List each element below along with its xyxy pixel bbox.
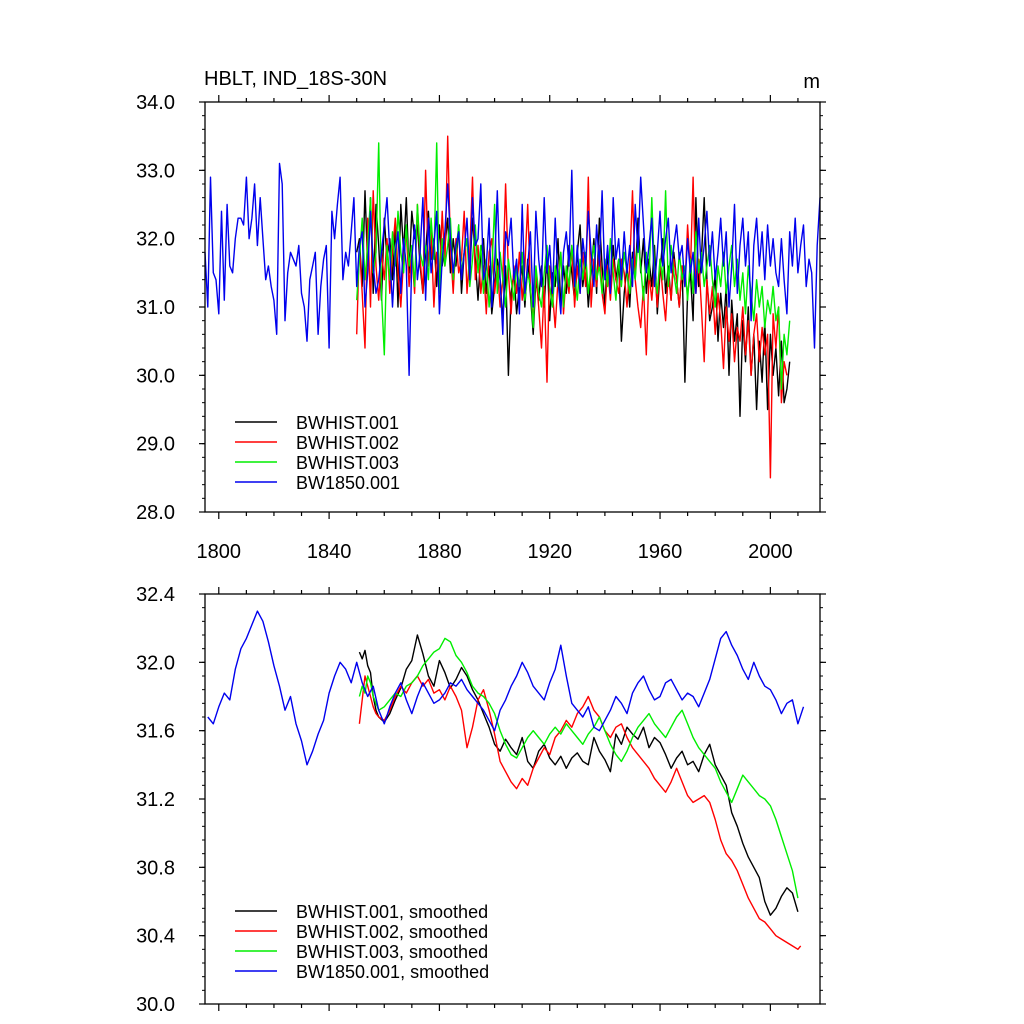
bottom-legend-label: BWHIST.002, smoothed	[296, 922, 488, 942]
top-series-line	[204, 162, 821, 376]
bottom-panel: 30.0 30.4 30.8 31.2 31.6 32.0 32.4 BWHIST.001,…	[136, 584, 826, 1016]
top-xtick-label: 2000	[748, 541, 793, 563]
top-series-lines	[204, 135, 821, 479]
top-axis-ticks: 28.0 29.0 30.0 31.0 32.0 33.0 34.0 1800 1840 1880…	[136, 92, 826, 563]
top-legend-label: BW1850.001	[296, 473, 400, 493]
top-legend-label: BWHIST.003	[296, 453, 399, 473]
bottom-ytick-label: 30.0	[136, 994, 175, 1016]
top-legend-label: BWHIST.002	[296, 433, 399, 453]
top-xtick-label: 1920	[527, 541, 572, 563]
top-ytick-label: 31.0	[136, 297, 175, 319]
bottom-ytick-label: 31.6	[136, 721, 175, 743]
bottom-ytick-label: 30.4	[136, 926, 175, 948]
top-panel-units: m	[803, 71, 820, 93]
top-panel-title: HBLT, IND_18S-30N	[204, 68, 387, 90]
bottom-series-line	[358, 634, 799, 916]
bottom-series-line	[207, 610, 805, 766]
bottom-ytick-label: 32.0	[136, 652, 175, 674]
bottom-ytick-label: 30.8	[136, 857, 175, 879]
bottom-legend-label: BWHIST.003, smoothed	[296, 942, 488, 962]
bottom-plot-frame	[204, 593, 821, 1005]
top-ytick-label: 32.0	[136, 229, 175, 251]
bottom-legend-label: BWHIST.001, smoothed	[296, 902, 488, 922]
top-plot-frame	[204, 101, 821, 513]
bottom-legend-label: BW1850.001, smoothed	[296, 962, 489, 982]
bottom-axis-ticks: 30.0 30.4 30.8 31.2 31.6 32.0 32.4	[136, 584, 826, 1016]
top-ytick-label: 29.0	[136, 434, 175, 456]
bottom-series-lines	[207, 610, 805, 950]
top-xtick-label: 1880	[417, 541, 462, 563]
top-ytick-label: 34.0	[136, 92, 175, 114]
top-xtick-label: 1800	[197, 541, 242, 563]
bottom-ytick-label: 32.4	[136, 584, 175, 606]
bottom-ytick-label: 31.2	[136, 789, 175, 811]
top-ytick-label: 33.0	[136, 160, 175, 182]
bottom-series-line	[358, 637, 799, 899]
top-legend-label: BWHIST.001	[296, 413, 399, 433]
top-xtick-label: 1960	[638, 541, 683, 563]
top-ytick-label: 28.0	[136, 502, 175, 524]
top-xtick-label: 1840	[307, 541, 352, 563]
top-ytick-label: 30.0	[136, 365, 175, 387]
top-series-line	[356, 142, 791, 390]
top-panel: HBLT, IND_18S-30N m 28.0 29.0 30.0 31.0 32.0…	[136, 68, 826, 563]
